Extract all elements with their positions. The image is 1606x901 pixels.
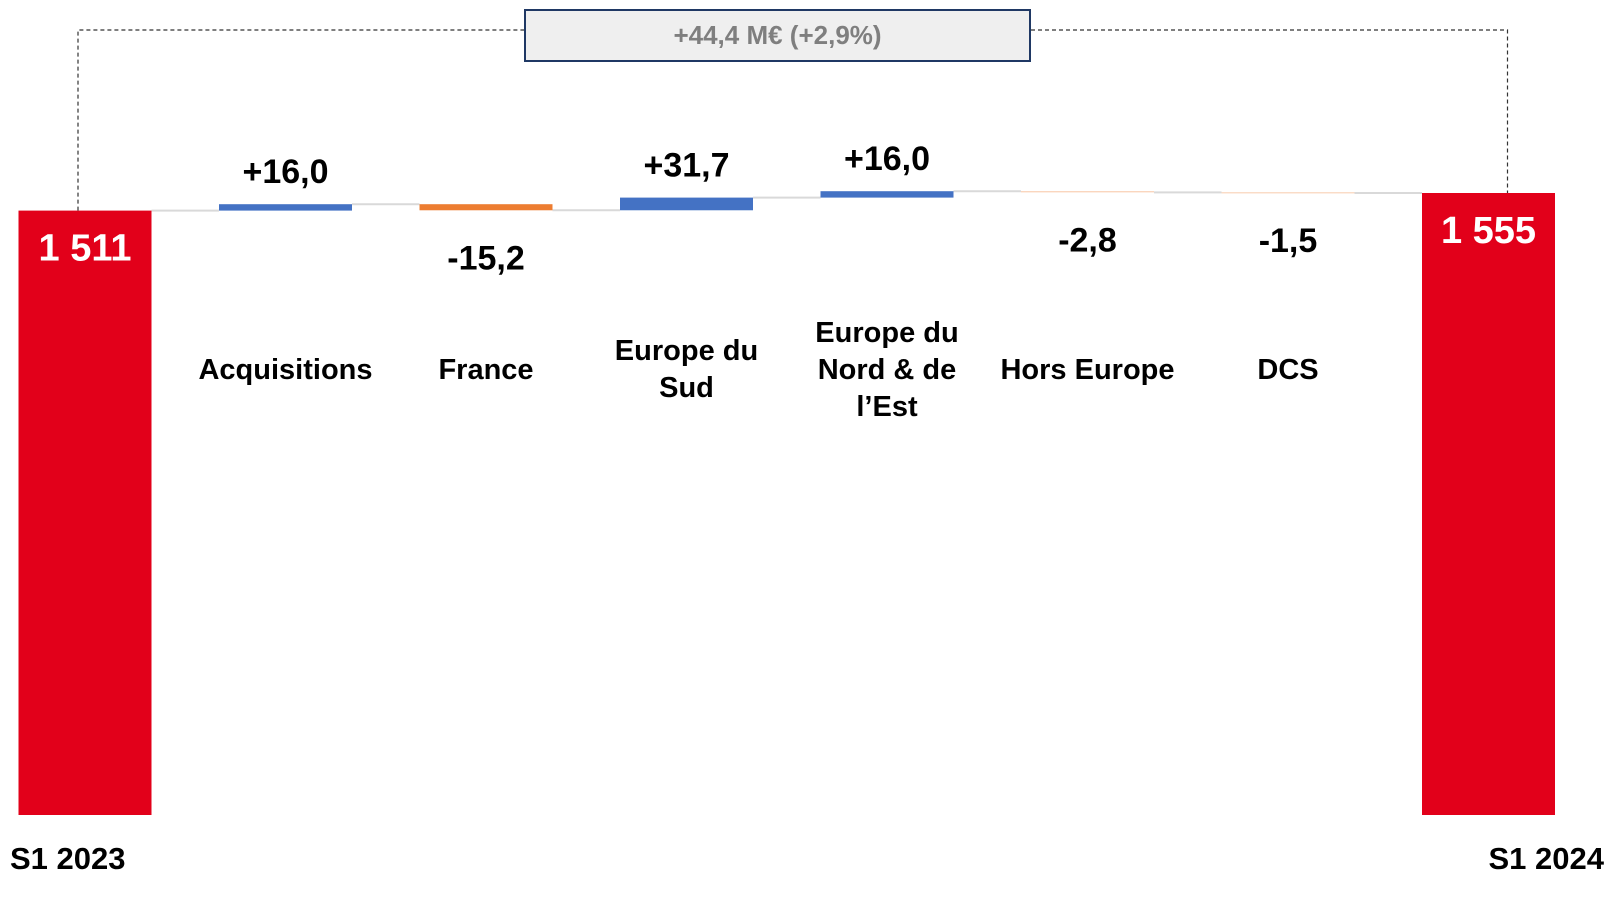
bar [1422,193,1555,815]
value-label: +31,7 [643,147,729,185]
x-tick-label: S1 2024 [1488,841,1605,876]
value-label: +16,0 [844,140,930,178]
bar [18,210,152,816]
x-tick-label: Europe du Nord & de l’Est [815,316,959,423]
x-tick-label: DCS [1257,353,1319,386]
bar [620,197,753,211]
bar [419,204,553,211]
value-label: +16,0 [242,153,328,191]
value-label: 1 555 [1441,210,1536,252]
x-tick-label: France [438,353,534,386]
x-tick-label: Hors Europe [1000,353,1175,386]
value-label: -2,8 [1058,221,1117,259]
value-label: -1,5 [1259,222,1318,260]
bar [1021,191,1154,193]
value-label: -15,2 [447,239,525,277]
bar [820,191,954,198]
annotation: +44,4 M€ (+2,9%) [524,9,1031,62]
bracket [77,29,1509,211]
value-label: 1 511 [39,228,132,270]
bar [219,204,352,211]
x-tick-label: Acquisitions [198,353,373,386]
x-tick-label: S1 2023 [10,841,126,876]
x-tick-label: Europe du Sud [614,335,759,404]
bar [1221,192,1355,194]
